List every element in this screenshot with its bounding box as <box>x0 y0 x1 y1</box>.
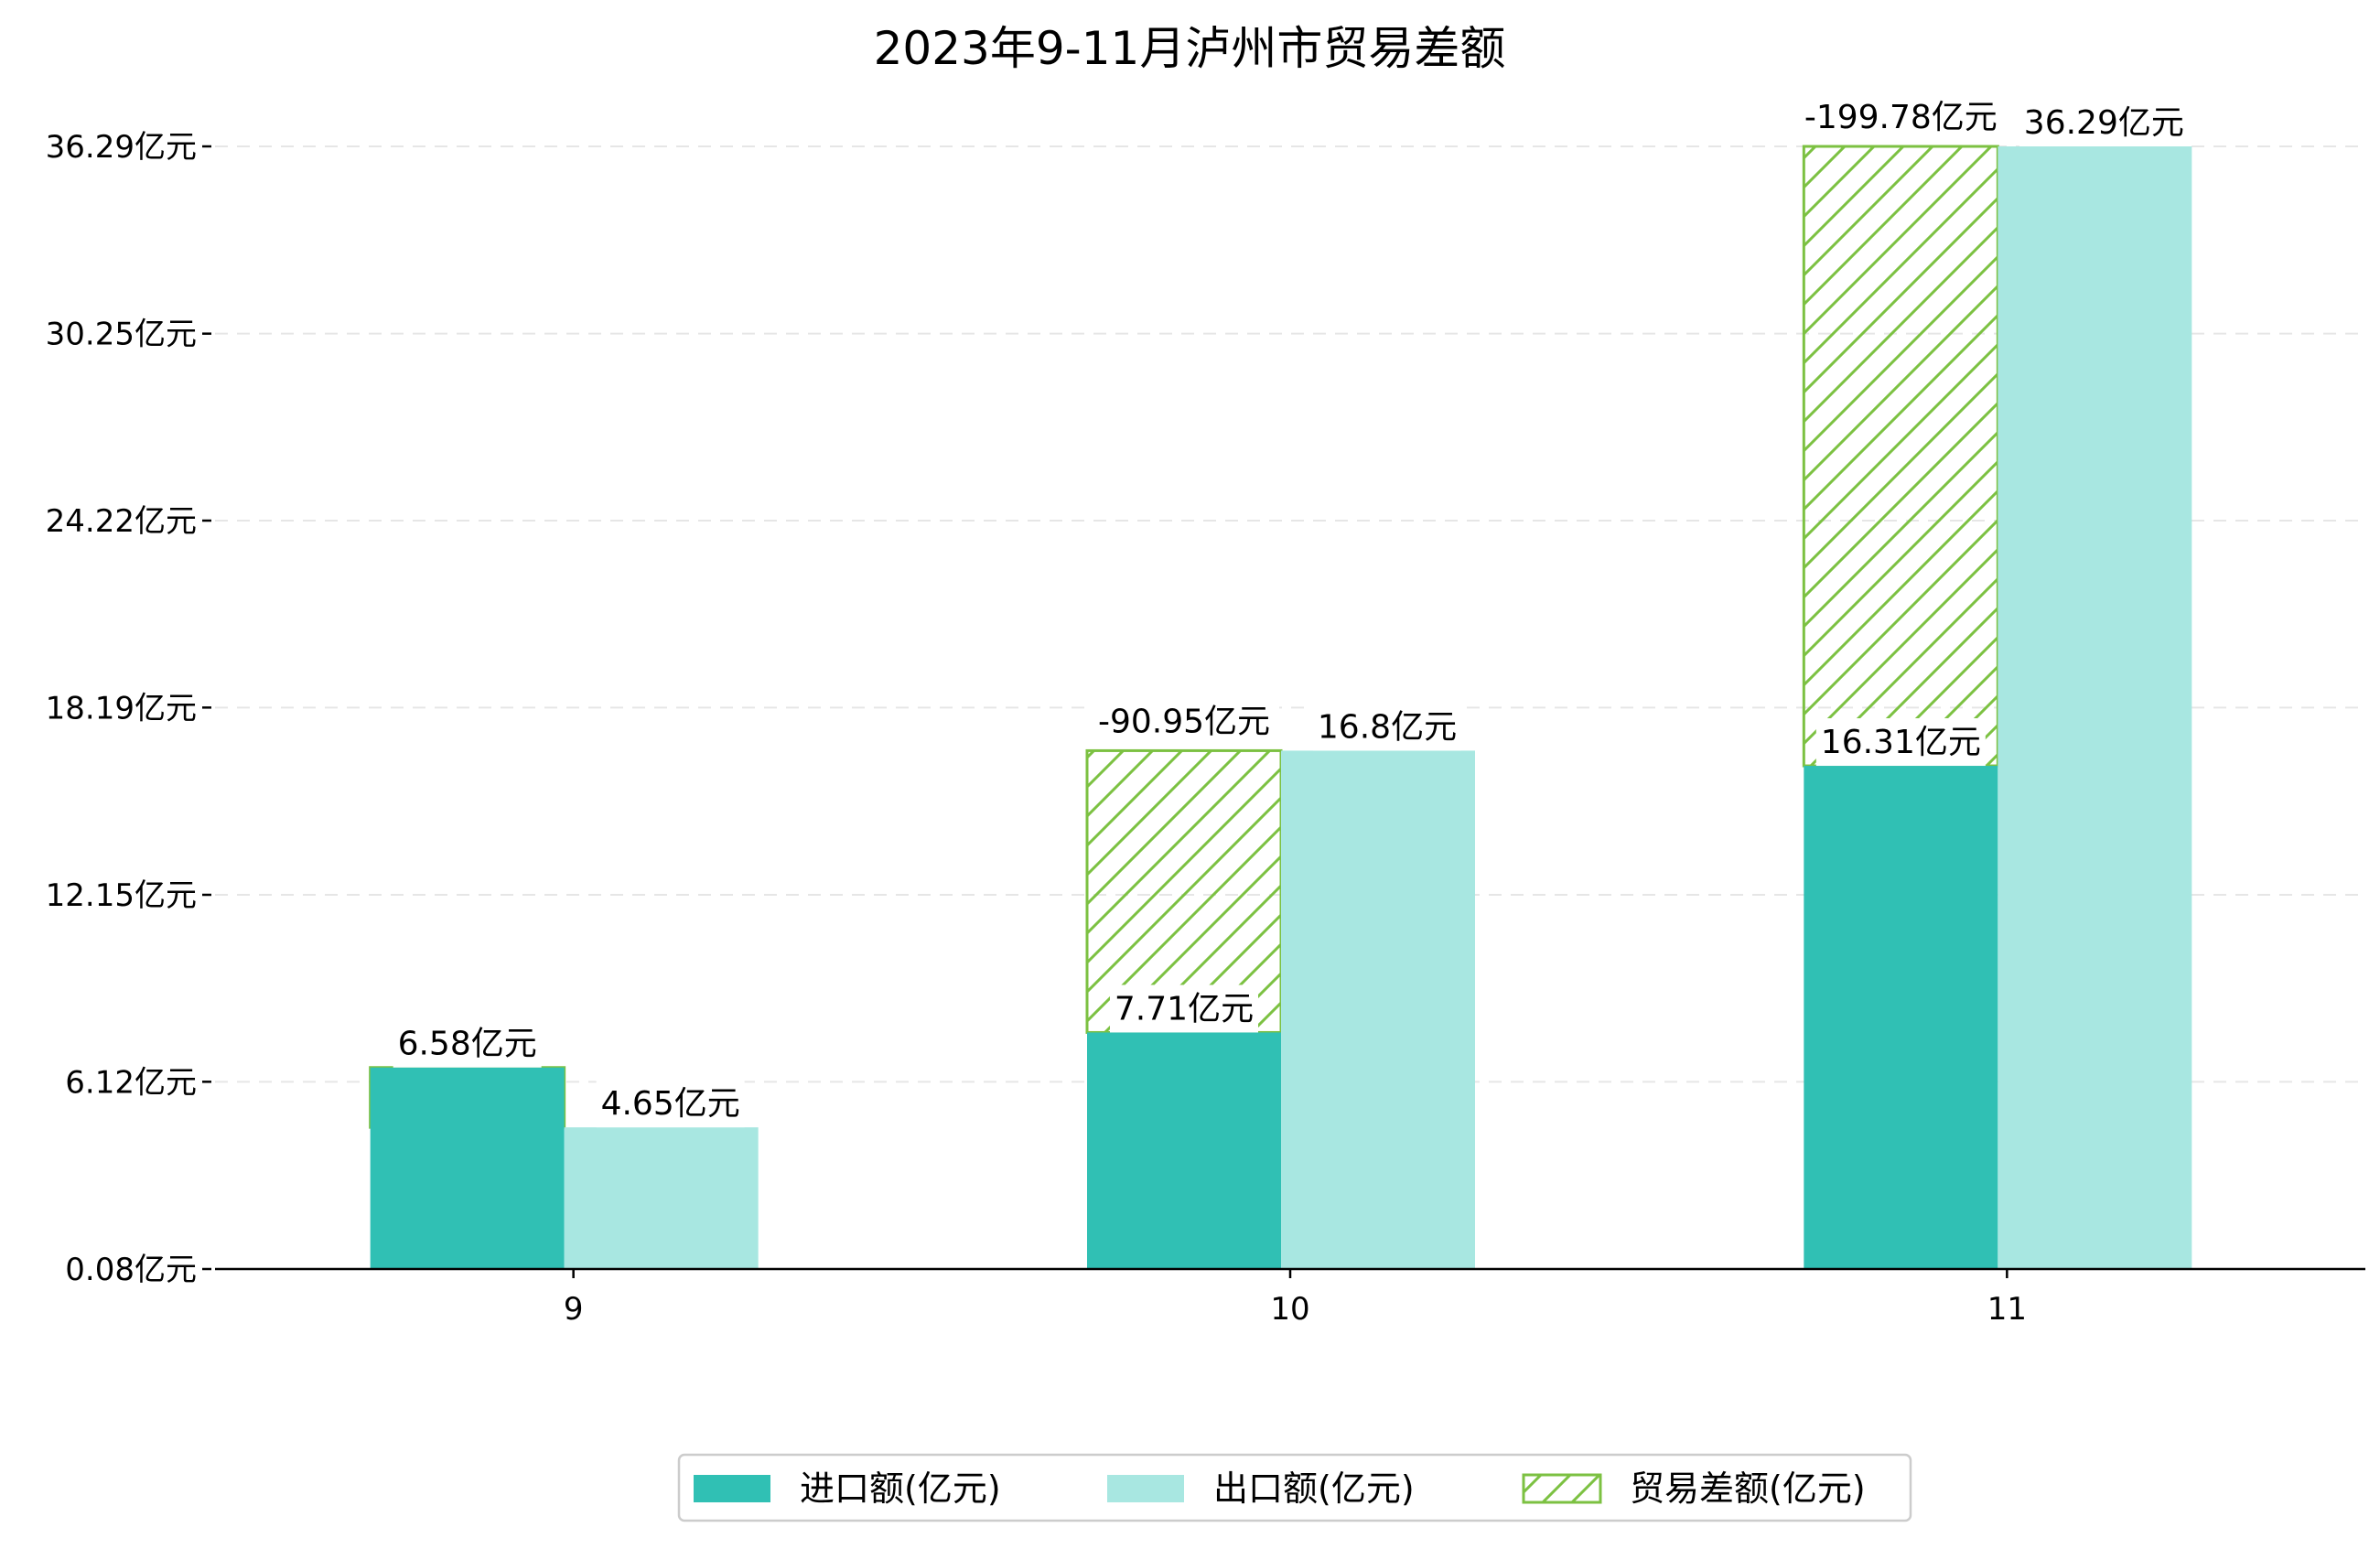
legend-frame <box>677 1453 1912 1522</box>
export-bar <box>564 1127 759 1269</box>
export-value-label: 4.65亿元 <box>601 1085 740 1123</box>
y-tick-label: 24.22亿元 <box>46 503 197 540</box>
y-tick-label: 30.25亿元 <box>46 317 197 353</box>
export-value-label-bg <box>596 1080 745 1128</box>
import-bar <box>1804 766 1998 1269</box>
export-bar <box>1998 146 2192 1269</box>
legend-swatch <box>1522 1473 1602 1504</box>
import-value-label: 6.58亿元 <box>398 1026 537 1063</box>
x-tick-label: 9 <box>564 1291 584 1328</box>
import-bar <box>1087 1032 1281 1269</box>
balance-value-label-bg <box>1089 697 1279 746</box>
y-tick-label: 18.19亿元 <box>46 690 197 726</box>
y-tick-label: 6.12亿元 <box>65 1064 197 1101</box>
bars-layer <box>369 145 2192 1269</box>
legend-label: 贸易差额(亿元) <box>1630 1468 1866 1509</box>
import-value-label-bg <box>1110 984 1258 1033</box>
balance-value-label-bg <box>1794 93 2007 141</box>
export-value-label-bg <box>2019 99 2189 146</box>
trade-balance-bar <box>1802 145 1999 768</box>
legend-label: 出口额(亿元) <box>1213 1468 1415 1509</box>
export-value-label: 36.29亿元 <box>2024 104 2184 142</box>
axes-layer: 0.08亿元 6.12亿元 12.15亿元 18.19亿元 24.22亿元 30.25亿元… <box>46 129 2365 1328</box>
chart-title: 2023年9-11月泸州市贸易差额 <box>874 22 1506 75</box>
export-value-label-bg <box>1313 703 1461 751</box>
export-value-label: 16.8亿元 <box>1318 708 1457 746</box>
balance-value-label: -199.78亿元 <box>1804 99 1998 136</box>
legend-swatch <box>694 1475 770 1502</box>
import-value-label: 16.31亿元 <box>1821 724 1981 761</box>
data-labels-layer: 6.58亿元 4.65亿元 7.71亿元 16.8亿元 -90.95亿元 16.31亿元 3… <box>393 93 2189 1128</box>
grid-layer <box>215 145 2365 1083</box>
import-value-label-bg <box>1815 718 1986 767</box>
export-bar <box>1281 750 1475 1269</box>
x-tick-label: 10 <box>1270 1291 1309 1328</box>
y-tick-label: 0.08亿元 <box>65 1252 197 1288</box>
legend: 进口额(亿元) 出口额(亿元) 贸易差额(亿元) <box>677 1453 1912 1522</box>
legend-swatch <box>1107 1475 1184 1502</box>
import-value-label: 7.71亿元 <box>1115 990 1254 1027</box>
import-bar <box>370 1067 565 1269</box>
x-tick-label: 11 <box>1987 1291 2027 1328</box>
y-tick-label: 12.15亿元 <box>46 877 197 914</box>
balance-value-label: -90.95亿元 <box>1098 703 1270 740</box>
import-value-label-bg <box>393 1019 542 1068</box>
legend-label: 进口额(亿元) <box>800 1468 1001 1509</box>
y-tick-label: 36.29亿元 <box>46 129 197 166</box>
